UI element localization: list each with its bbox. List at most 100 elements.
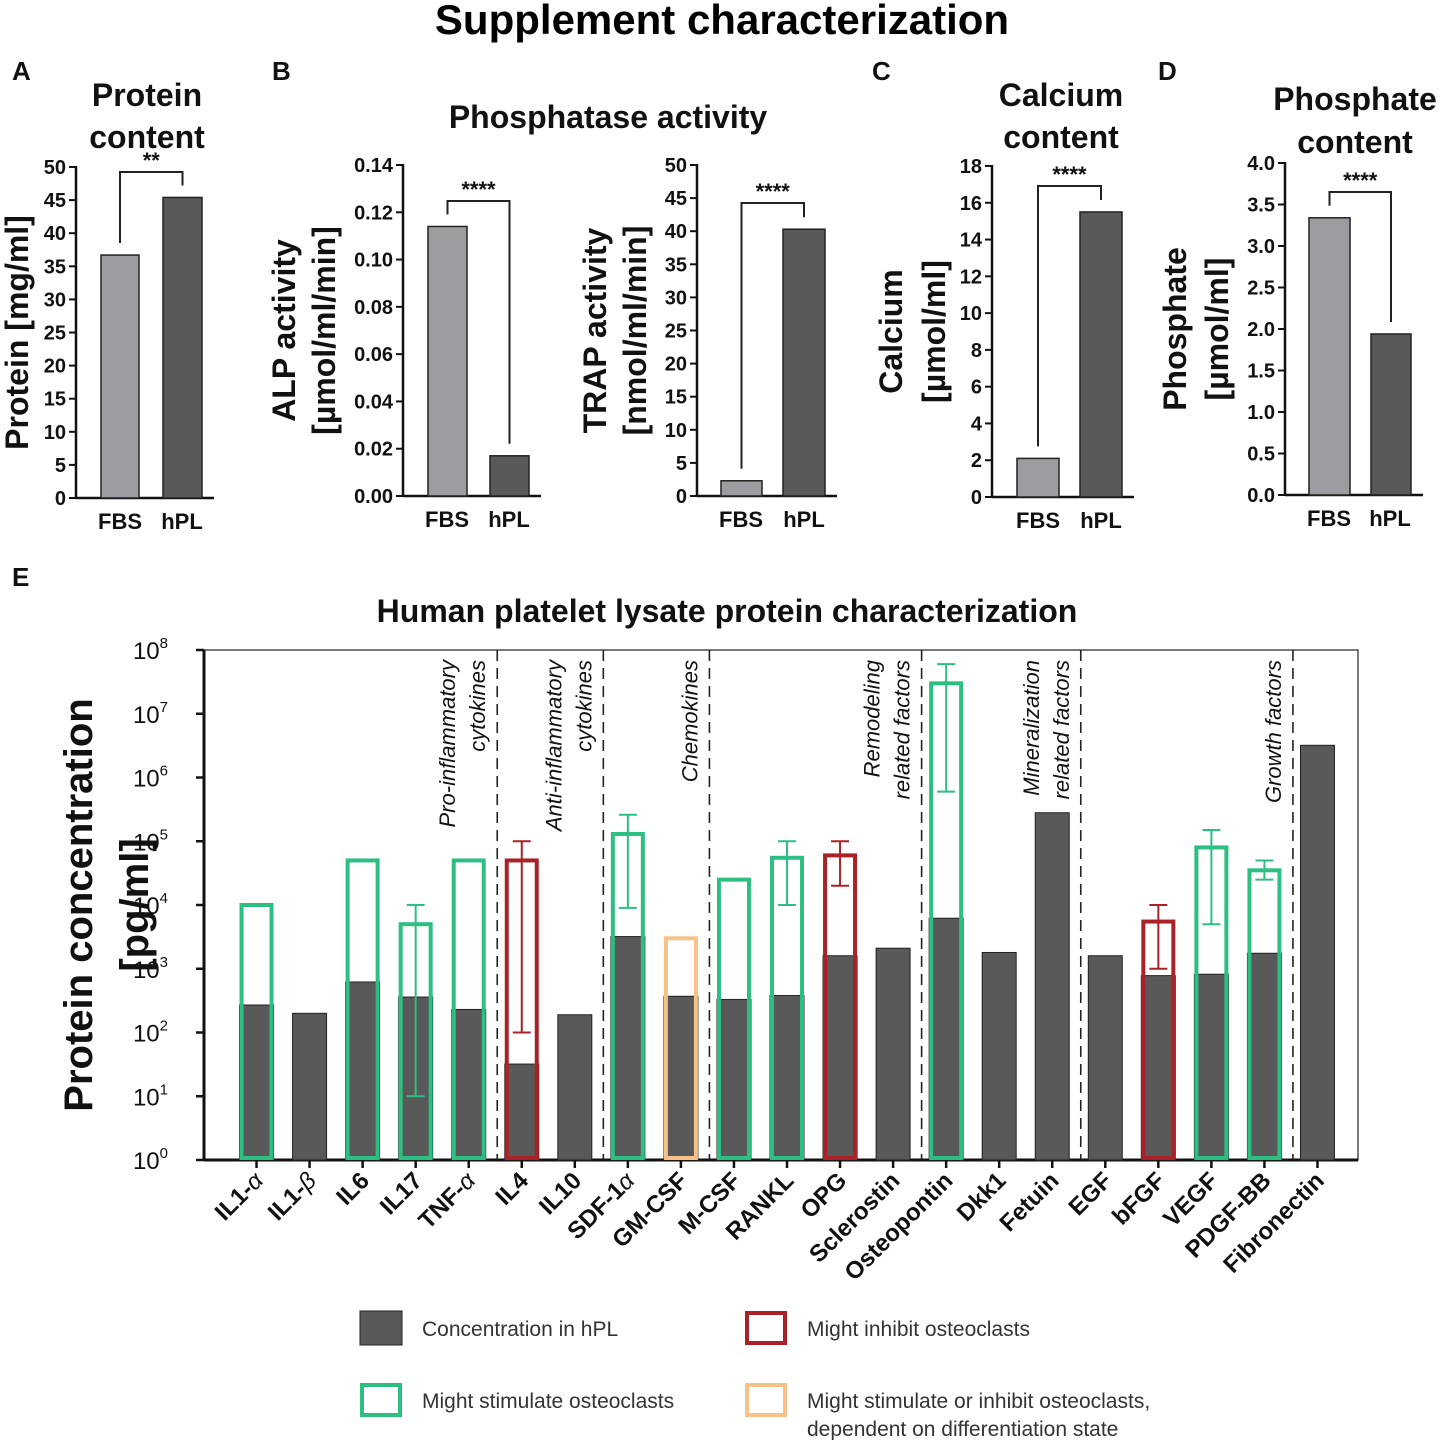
chart-a-tick-label: 0 — [55, 488, 66, 510]
legend-inhibit-swatch — [745, 1311, 787, 1345]
chart-c-tick-label: 18 — [960, 156, 982, 178]
legend-stimulate-swatch — [360, 1383, 402, 1417]
legend-dual-label: dependent on differentiation state — [807, 1418, 1118, 1440]
chart-e-group-label: Pro-inflammatory — [435, 658, 460, 827]
chart-e-group-label: Remodeling — [860, 659, 885, 777]
chart-c-tick-label: 8 — [971, 340, 982, 362]
chart-b2-tick-label: 45 — [665, 188, 687, 210]
chart-d-tick-label: 3.5 — [1247, 195, 1275, 217]
chart-e-bar-tnf-α — [451, 1008, 487, 1161]
chart-d-tick-label: 2.0 — [1247, 319, 1275, 341]
chart-e-tick-label: 108 — [133, 635, 168, 665]
chart-e-bar-gm-csf-reference — [663, 936, 698, 1160]
chart-e-bar-il6-reference — [345, 858, 380, 1160]
chart-c-y-label: Calcium — [873, 269, 909, 393]
chart-c-tick-label: 12 — [960, 266, 982, 288]
chart-a-x-label: hPL — [161, 509, 203, 534]
chart-b-tick-label: 0.02 — [354, 439, 393, 461]
chart-c-bar-hpl — [1079, 211, 1123, 498]
chart-b-y-label: ALP activity — [266, 239, 302, 422]
figure-title: Supplement characterization — [435, 0, 1009, 43]
chart-d-tick-label: 1.5 — [1247, 361, 1275, 383]
legend-stimulate-label: Might stimulate osteoclasts — [422, 1390, 674, 1413]
chart-b-tick-label: 0.12 — [354, 202, 393, 224]
chart-b2-tick-label: 35 — [665, 254, 687, 276]
chart-e-tick-label: 100 — [133, 1145, 168, 1175]
chart-b2-tick-label: 15 — [665, 387, 687, 409]
chart-a-x-label: FBS — [98, 509, 142, 534]
chart-c-tick-label: 14 — [960, 230, 983, 252]
chart-a-significance-bracket — [119, 171, 184, 244]
panel-label-b: B — [272, 56, 291, 86]
legend-inhibit-label: Might inhibit osteoclasts — [807, 1318, 1030, 1341]
chart-c-tick-label: 4 — [971, 413, 983, 435]
chart-d-tick-label: 0.5 — [1247, 444, 1275, 466]
legend-dual-label: Might stimulate or inhibit osteoclasts, — [807, 1390, 1150, 1413]
chart-b2-tick-label: 5 — [676, 453, 687, 475]
chart-c-tick-label: 2 — [971, 450, 982, 472]
chart-e-group-label: related factors — [1049, 660, 1074, 799]
chart-b-tick-label: 0.04 — [354, 391, 394, 413]
chart-b2-bar-fbs — [720, 480, 763, 497]
chart-c-significance: **** — [1052, 162, 1087, 187]
panel-label-d: D — [1158, 56, 1177, 86]
charts-layer: A B C DEProteincontent05101520253035404550F… — [0, 56, 1437, 1440]
chart-b-tick-label: 0.10 — [354, 250, 393, 272]
chart-b2-y-label: TRAP activity — [577, 227, 613, 433]
chart-d-title: Phosphate — [1273, 81, 1437, 117]
chart-e-bar-vegf — [1193, 973, 1229, 1161]
chart-b2-y-label: [nmol/ml/min] — [617, 226, 653, 436]
chart-b-x-label: hPL — [488, 507, 530, 532]
chart-b2-bar-hpl — [782, 228, 826, 497]
chart-e-tick-label: 101 — [133, 1081, 168, 1111]
chart-e-group-label: cytokines — [571, 660, 596, 752]
chart-c-significance-bracket — [1037, 185, 1102, 447]
chart-c-tick-label: 10 — [960, 303, 982, 325]
chart-e-bar-egf — [1087, 955, 1123, 1161]
chart-d-bar-fbs — [1308, 217, 1351, 496]
chart-b-tick-label: 0.00 — [354, 486, 393, 508]
chart-b-significance-bracket — [446, 200, 511, 444]
panel-label-a: A — [12, 56, 31, 86]
chart-a-tick-label: 5 — [55, 455, 66, 477]
chart-b2-tick-label: 25 — [665, 321, 687, 343]
chart-b-y-label: [µmol/ml/min] — [306, 226, 342, 435]
chart-a-title: content — [89, 119, 205, 155]
chart-e-bar-gm-csf — [663, 995, 699, 1161]
chart-d-x-label: hPL — [1369, 506, 1411, 531]
chart-c-tick-label: 6 — [971, 377, 982, 399]
chart-e-bar-fibronectin — [1299, 744, 1335, 1161]
chart-e-bar-il6 — [345, 981, 381, 1161]
chart-b2-x-label: hPL — [783, 507, 825, 532]
chart-e-bar-sclerostin — [875, 947, 911, 1161]
panel-label-e: E — [12, 562, 29, 592]
chart-b-x-label: FBS — [425, 507, 469, 532]
chart-e-bar-fetuin — [1034, 812, 1070, 1161]
legend-dual-swatch — [745, 1383, 787, 1417]
chart-d-tick-label: 2.5 — [1247, 278, 1275, 300]
chart-b2-x-label: FBS — [719, 507, 763, 532]
chart-d-significance-bracket — [1328, 191, 1392, 322]
chart-b2-tick-label: 50 — [665, 155, 687, 177]
chart-b-tick-label: 0.08 — [354, 297, 393, 319]
chart-c-title: Calcium — [999, 77, 1123, 113]
chart-d-tick-label: 0.0 — [1247, 485, 1275, 507]
chart-e-group-label: Chemokines — [677, 660, 702, 782]
chart-e-x-label: IL4 — [490, 1167, 534, 1211]
chart-e-x-label: bFGF — [1107, 1167, 1170, 1230]
chart-a-y-label: Protein [mg/ml] — [0, 215, 35, 450]
chart-e-tick-label: 107 — [133, 699, 168, 729]
chart-e-group-label: Mineralization — [1019, 660, 1044, 796]
chart-e-bar-tnf-α-reference — [451, 858, 486, 1160]
panel-label-c: C — [872, 56, 891, 86]
chart-e-bar-osteopontin — [928, 917, 964, 1161]
chart-c-title: content — [1003, 119, 1119, 155]
chart-d-bar-hpl — [1370, 333, 1412, 496]
chart-e-bar-il1-α-reference — [239, 903, 274, 1160]
chart-e-tick-label: 106 — [133, 763, 168, 793]
chart-c-x-label: hPL — [1080, 508, 1122, 533]
chart-a-tick-label: 30 — [44, 289, 66, 311]
chart-b2-tick-label: 10 — [665, 420, 687, 442]
chart-b2-tick-label: 0 — [676, 486, 687, 508]
